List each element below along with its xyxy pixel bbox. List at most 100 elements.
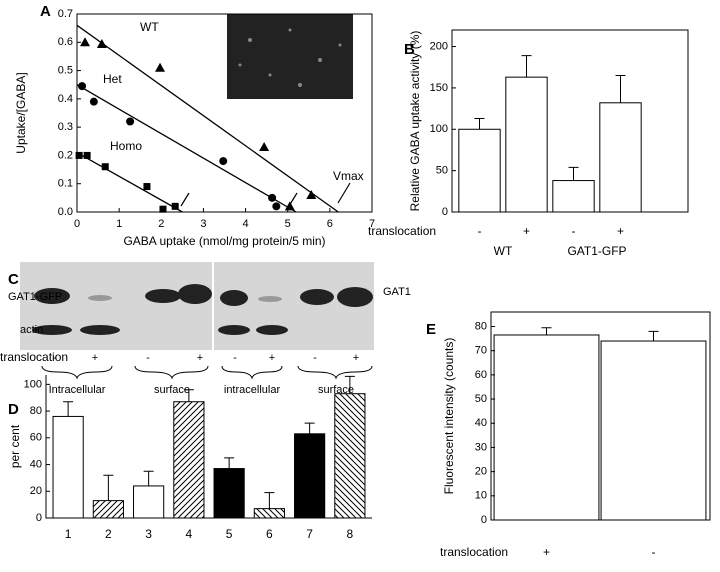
point	[78, 82, 87, 91]
x-tick-label: +	[543, 545, 550, 559]
panel-letter: A	[40, 3, 51, 20]
y-tick-label: 80	[475, 320, 487, 332]
annotation: Vmax	[333, 169, 364, 183]
x-tick-label: 3	[200, 218, 206, 230]
sign-label: +	[269, 352, 275, 364]
point	[268, 193, 277, 202]
y-axis-label: Fluorescent intensity (counts)	[442, 338, 456, 495]
x-tick-label: 2	[158, 218, 164, 230]
y-tick-label: 0.6	[58, 36, 73, 48]
bar	[173, 401, 205, 519]
bar	[253, 508, 285, 519]
row-label: GAT1-GFP	[8, 291, 62, 303]
bar	[52, 415, 84, 519]
x-tick-label: 4	[243, 218, 249, 230]
group-label: surface	[154, 384, 190, 396]
bar	[294, 433, 326, 519]
y-axis-label: Uptake/[GABA]	[14, 72, 28, 153]
x-tick-label: 8	[347, 527, 354, 541]
inset-image	[227, 14, 353, 99]
blot-image	[20, 262, 212, 350]
group-label: WT	[494, 244, 513, 258]
error-bar	[143, 470, 154, 486]
bar	[493, 334, 600, 521]
x-tick-label: -	[478, 224, 482, 238]
y-tick-label: 20	[475, 466, 487, 478]
error-bar	[103, 474, 114, 501]
group-label: intracellular	[224, 384, 281, 396]
error-bar	[615, 75, 626, 103]
sign-label: -	[146, 352, 150, 364]
x-tick-label: 2	[105, 527, 112, 541]
y-tick-label: 0.3	[58, 121, 73, 133]
sign-label: -	[313, 352, 317, 364]
point	[272, 202, 281, 211]
sign-label: +	[197, 352, 203, 364]
x-tick-label: -	[652, 545, 656, 559]
error-bar	[304, 422, 315, 434]
x-tick-label: 5	[285, 218, 291, 230]
x-tick-label: -	[572, 224, 576, 238]
x-tick-label: 1	[116, 218, 122, 230]
point	[83, 151, 91, 159]
error-bar	[541, 327, 552, 335]
y-axis-label: Relative GABA uptake activity (%)	[408, 31, 422, 212]
error-bar	[63, 401, 74, 417]
x-tick-label: +	[617, 224, 624, 238]
group-braces	[41, 365, 373, 380]
group-label: GAT1-GFP	[567, 244, 626, 258]
panel-letter: C	[8, 271, 19, 288]
y-tick-label: 100	[24, 378, 42, 390]
y-tick-label: 10	[475, 490, 487, 502]
row-label: actin	[20, 324, 43, 336]
sign-label: -	[53, 352, 57, 364]
x-tick-label: 3	[145, 527, 152, 541]
x-axis-label: GABA uptake (nmol/mg protein/5 min)	[123, 234, 325, 248]
x-tick-label: 7	[306, 527, 313, 541]
bar	[505, 76, 548, 213]
annotation: WT	[140, 20, 159, 34]
group-label: surface	[318, 384, 354, 396]
y-tick-label: 50	[436, 165, 448, 177]
fit-line	[76, 84, 297, 213]
y-tick-label: 0.1	[58, 178, 73, 190]
bar	[552, 180, 595, 213]
side-label: GAT1	[383, 286, 411, 298]
x-tick-label: 7	[369, 218, 375, 230]
y-tick-label: 200	[430, 40, 448, 52]
y-axis-label: per cent	[8, 424, 22, 468]
point	[101, 163, 109, 171]
point	[259, 141, 270, 151]
error-bar	[568, 166, 579, 181]
x-tick-label: 6	[266, 527, 273, 541]
annotation: Homo	[110, 139, 142, 153]
fit-line	[76, 24, 339, 213]
y-tick-label: 30	[475, 441, 487, 453]
plot-frame	[490, 311, 711, 521]
bar	[92, 500, 124, 519]
x-tick-label: 0	[74, 218, 80, 230]
y-tick-label: 0.4	[58, 93, 73, 105]
error-bar	[474, 118, 485, 130]
point	[155, 62, 166, 72]
y-tick-label: 70	[475, 345, 487, 357]
error-bar	[521, 55, 532, 78]
y-tick-label: 0	[481, 514, 487, 526]
point	[143, 183, 151, 191]
y-tick-label: 20	[30, 485, 42, 497]
x-tick-label: 6	[327, 218, 333, 230]
y-tick-label: 150	[430, 82, 448, 94]
x-axis-label: translocation	[368, 224, 436, 238]
bar	[133, 485, 165, 519]
plot-frame	[451, 29, 689, 213]
error-bar	[264, 492, 275, 509]
sign-label: +	[353, 352, 359, 364]
x-tick-label: 4	[186, 527, 193, 541]
blot-bands	[32, 284, 373, 335]
sign-label: +	[92, 352, 98, 364]
point	[80, 37, 91, 47]
y-tick-label: 0	[36, 512, 42, 524]
point	[126, 117, 135, 126]
